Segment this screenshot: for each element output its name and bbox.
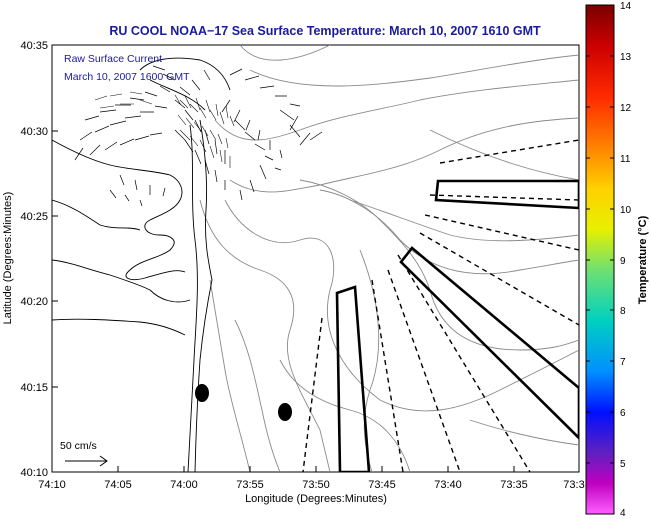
y-tick-label: 40:25 (20, 211, 48, 223)
y-tick-label: 40:10 (20, 467, 48, 479)
scale-label: 50 cm/s (60, 440, 97, 452)
x-tick-label: 73:35 (500, 479, 528, 491)
x-tick-label: 73:55 (236, 479, 264, 491)
dashed-track-lines (302, 139, 579, 472)
y-tick-label: 40:20 (20, 296, 48, 308)
map-plot-area: Raw Surface Current March 10, 2007 1600 … (51, 44, 580, 473)
y-tick-label: 40:30 (20, 126, 48, 138)
colorbar-tick-label: 12 (620, 103, 632, 114)
x-tick-label: 73:50 (302, 479, 330, 491)
colorbar-tick-label: 7 (620, 357, 626, 368)
plot-frame (51, 44, 580, 473)
x-tick-labels: 74:10 74:05 74:00 73:55 73:50 73:45 73:4… (38, 479, 584, 491)
box-south-central (335, 285, 371, 472)
y-tick-label: 40:15 (20, 382, 48, 394)
colorbar-tick-label: 6 (620, 408, 626, 419)
colorbar-tick-label: 5 (620, 459, 626, 470)
x-tick-label: 74:05 (104, 479, 132, 491)
marker-east (278, 403, 292, 421)
colorbar-tick-label: 10 (620, 205, 632, 216)
surface-current-vectors (74, 65, 323, 207)
x-axis-label: Longitude (Degrees:Minutes) (245, 493, 387, 505)
overlay-line-2: March 10, 2007 1600 GMT (64, 71, 190, 83)
colorbar-label: Temperature (°C) (637, 215, 649, 304)
figure-title: RU COOL NOAA−17 Sea Surface Temperature:… (109, 24, 541, 38)
y-tick-labels: 40:35 40:30 40:25 40:20 40:15 40:10 (20, 40, 48, 479)
x-tick-label: 74:00 (170, 479, 198, 491)
colorbar-tick-label: 4 (620, 508, 626, 519)
scale-arrow: 50 cm/s (60, 440, 108, 467)
colorbar-tick-label: 13 (620, 52, 632, 63)
temperature-colorbar: 14 13 12 11 10 9 8 7 6 5 4 Temperature (… (585, 1, 649, 519)
colorbar-gradient (585, 4, 615, 515)
colorbar-tick-label: 9 (620, 256, 626, 267)
x-tick-label: 74:10 (38, 479, 66, 491)
x-tick-label: 73:45 (368, 479, 396, 491)
y-tick-label: 40:35 (20, 40, 48, 52)
x-tick-label: 73:3 (563, 479, 584, 491)
colorbar-tick-label: 14 (620, 1, 632, 12)
colorbar-tick-label: 8 (620, 306, 626, 317)
x-tick-label: 73:40 (434, 479, 462, 491)
overlay-line-1: Raw Surface Current (64, 53, 162, 65)
survey-box-outlines (335, 179, 579, 472)
marker-west (195, 384, 209, 402)
colorbar-tick-label: 11 (620, 154, 631, 165)
y-axis-label: Latitude (Degrees:Minutes) (2, 192, 14, 325)
box-east-north (434, 179, 579, 210)
dense-vector-cluster (94, 91, 235, 168)
axis-tick-marks (51, 44, 580, 473)
coastline (52, 57, 231, 472)
box-diagonal (399, 246, 579, 440)
